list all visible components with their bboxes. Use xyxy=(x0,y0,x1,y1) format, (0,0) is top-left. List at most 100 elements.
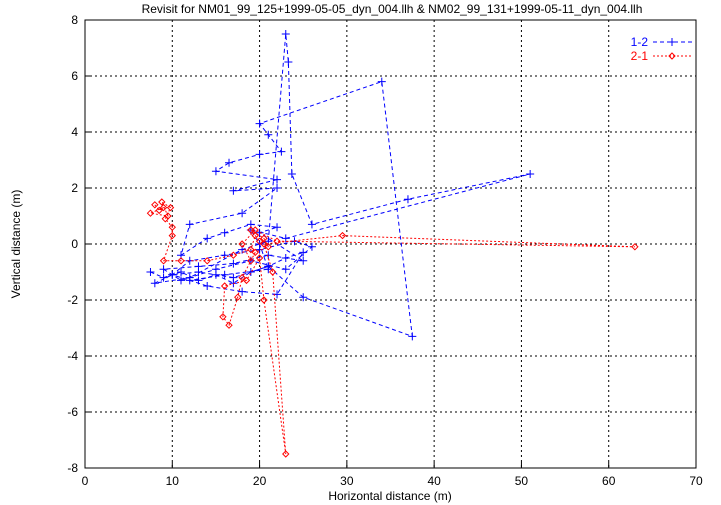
data-point xyxy=(307,220,316,229)
x-tick-label: 0 xyxy=(82,474,89,488)
data-point xyxy=(159,265,168,274)
data-point xyxy=(282,450,290,458)
y-tick-label: 8 xyxy=(71,13,78,27)
y-tick-label: 6 xyxy=(71,69,78,83)
data-point xyxy=(273,175,282,184)
x-tick-label: 40 xyxy=(427,474,441,488)
y-tick-label: -2 xyxy=(67,293,78,307)
x-axis-label: Horizontal distance (m) xyxy=(328,489,451,503)
series-layer xyxy=(146,30,639,458)
data-point xyxy=(203,257,211,265)
data-point xyxy=(166,203,175,212)
data-point xyxy=(255,254,264,262)
data-point xyxy=(377,77,386,86)
x-tick-label: 20 xyxy=(253,474,267,488)
y-tick-label: 2 xyxy=(71,181,78,195)
data-point xyxy=(185,276,194,285)
data-point xyxy=(177,268,186,276)
x-tick-label: 60 xyxy=(602,474,616,488)
data-point xyxy=(220,282,229,290)
data-point xyxy=(246,268,255,276)
data-point xyxy=(251,226,259,234)
data-point xyxy=(225,158,234,167)
series-1-2 xyxy=(146,30,535,341)
data-point xyxy=(287,170,296,178)
data-point xyxy=(211,167,220,176)
data-point xyxy=(268,268,277,276)
data-point xyxy=(161,215,170,223)
data-point xyxy=(220,270,229,279)
legend: 1-22-1 xyxy=(631,35,692,63)
data-point xyxy=(299,248,308,257)
data-point xyxy=(255,119,264,128)
data-point xyxy=(255,228,264,237)
data-point xyxy=(159,203,168,212)
data-point xyxy=(185,220,194,229)
data-point xyxy=(526,170,535,178)
y-axis-label: Vertical distance (m) xyxy=(9,190,23,299)
data-point xyxy=(158,198,166,206)
data-point xyxy=(238,240,246,248)
data-point xyxy=(194,276,203,285)
y-tick-label: 0 xyxy=(71,237,78,251)
data-point xyxy=(203,234,212,243)
data-point xyxy=(408,332,417,341)
data-point xyxy=(273,223,282,232)
data-point xyxy=(273,237,281,245)
data-point xyxy=(229,273,238,282)
data-point xyxy=(177,276,186,285)
data-point xyxy=(251,248,259,257)
data-point xyxy=(403,195,412,204)
y-tick-label: -8 xyxy=(67,461,78,475)
x-tick-label: 50 xyxy=(515,474,529,488)
data-point xyxy=(277,147,286,156)
data-point xyxy=(194,268,203,276)
data-point xyxy=(234,293,242,301)
data-point xyxy=(211,265,220,274)
data-point xyxy=(299,293,308,302)
data-point xyxy=(264,265,273,274)
data-point xyxy=(229,186,238,195)
data-point xyxy=(255,237,264,245)
data-point xyxy=(264,130,273,139)
data-point xyxy=(203,282,212,290)
data-point xyxy=(168,270,177,279)
data-point xyxy=(168,231,176,240)
data-point xyxy=(155,206,163,215)
data-point xyxy=(247,245,255,254)
chart-title: Revisit for NM01_99_125+1999-05-05_dyn_0… xyxy=(142,2,643,16)
data-point xyxy=(242,276,251,285)
legend-marker xyxy=(668,52,676,60)
series-line-1-2 xyxy=(150,33,531,338)
data-point xyxy=(299,256,308,265)
data-point xyxy=(229,251,238,259)
data-point xyxy=(251,231,259,240)
data-point xyxy=(281,234,290,243)
data-point xyxy=(273,184,282,192)
data-point xyxy=(281,254,290,262)
legend-label: 1-2 xyxy=(631,35,649,49)
data-point xyxy=(151,201,159,209)
data-point xyxy=(219,313,227,321)
plot-frame xyxy=(84,19,697,469)
x-tick-label: 70 xyxy=(689,474,703,488)
x-tick-label: 30 xyxy=(340,474,354,488)
grid xyxy=(84,19,697,469)
data-point xyxy=(255,150,264,159)
data-point xyxy=(238,209,247,218)
data-point xyxy=(238,273,246,282)
data-point xyxy=(177,257,185,265)
data-point xyxy=(281,30,290,38)
data-point xyxy=(238,287,247,296)
data-point xyxy=(220,228,229,237)
data-point xyxy=(264,243,273,251)
data-point xyxy=(260,296,268,304)
y-tick-label: -4 xyxy=(67,349,78,363)
data-point xyxy=(168,223,176,231)
series-line-2-1 xyxy=(148,200,635,455)
data-point xyxy=(159,257,168,265)
y-tick-label: -6 xyxy=(67,405,78,419)
data-point xyxy=(281,265,290,274)
data-point xyxy=(220,251,229,260)
